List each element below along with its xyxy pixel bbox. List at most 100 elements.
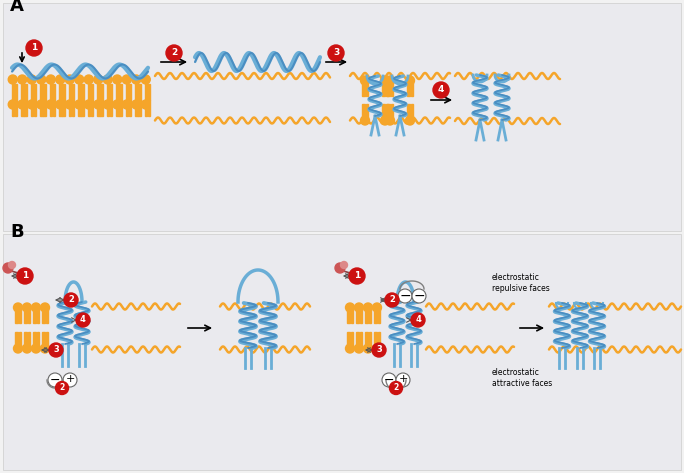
Circle shape <box>373 344 382 353</box>
Circle shape <box>341 262 347 269</box>
Circle shape <box>363 303 373 312</box>
Bar <box>116 84 118 100</box>
FancyBboxPatch shape <box>3 3 681 231</box>
Bar <box>144 84 147 100</box>
Bar <box>21 84 23 100</box>
Bar <box>109 100 112 116</box>
Bar <box>387 105 389 121</box>
Circle shape <box>75 75 83 84</box>
Bar <box>360 307 362 324</box>
Bar <box>360 333 362 349</box>
Bar <box>46 307 48 324</box>
Circle shape <box>142 75 150 84</box>
Circle shape <box>76 313 90 327</box>
Circle shape <box>48 373 62 387</box>
Circle shape <box>372 343 386 357</box>
Bar <box>42 307 44 324</box>
Text: 2: 2 <box>389 296 395 305</box>
Bar <box>43 100 46 116</box>
Bar <box>369 333 371 349</box>
Circle shape <box>113 100 122 109</box>
Bar <box>365 105 368 121</box>
Bar <box>350 333 353 349</box>
Circle shape <box>411 313 425 327</box>
Bar <box>144 100 147 116</box>
Text: −: − <box>384 374 394 386</box>
Text: 4: 4 <box>415 315 421 324</box>
Bar <box>34 100 36 116</box>
Circle shape <box>55 382 68 394</box>
Circle shape <box>132 75 141 84</box>
Circle shape <box>8 75 17 84</box>
Bar <box>125 100 128 116</box>
Circle shape <box>122 100 131 109</box>
Circle shape <box>84 75 93 84</box>
Bar <box>378 307 380 324</box>
Bar <box>362 80 365 96</box>
Circle shape <box>3 263 13 273</box>
Bar <box>43 84 46 100</box>
Bar <box>12 100 14 116</box>
Circle shape <box>31 303 40 312</box>
Bar <box>24 307 27 324</box>
Circle shape <box>31 344 40 353</box>
Circle shape <box>396 373 410 387</box>
Circle shape <box>26 40 42 56</box>
Bar <box>33 333 36 349</box>
Text: 3: 3 <box>376 345 382 354</box>
Circle shape <box>354 344 363 353</box>
Bar <box>365 307 367 324</box>
Circle shape <box>63 373 77 387</box>
Bar <box>31 100 33 116</box>
Bar <box>72 100 74 116</box>
Circle shape <box>37 100 46 109</box>
Circle shape <box>412 289 426 303</box>
Circle shape <box>18 75 27 84</box>
Bar <box>391 80 393 96</box>
Bar <box>129 100 131 116</box>
Bar <box>53 84 55 100</box>
Bar <box>68 100 71 116</box>
Circle shape <box>363 344 373 353</box>
Circle shape <box>385 293 399 307</box>
Bar <box>107 84 109 100</box>
Bar <box>21 100 23 116</box>
Circle shape <box>406 116 415 125</box>
Bar <box>356 333 358 349</box>
Text: 2: 2 <box>171 49 177 58</box>
Circle shape <box>8 262 16 269</box>
Text: 1: 1 <box>22 272 28 280</box>
Text: 2: 2 <box>68 296 74 305</box>
Bar <box>40 84 42 100</box>
Circle shape <box>433 82 449 98</box>
Bar <box>72 84 74 100</box>
Bar <box>27 307 30 324</box>
Text: 3: 3 <box>333 49 339 58</box>
Text: 1: 1 <box>354 272 360 280</box>
Circle shape <box>335 263 345 273</box>
Bar <box>362 105 365 121</box>
Bar <box>27 333 30 349</box>
Circle shape <box>113 75 122 84</box>
Text: 4: 4 <box>80 315 86 324</box>
Text: A: A <box>10 0 24 15</box>
Text: +: + <box>398 375 408 385</box>
Bar <box>374 333 376 349</box>
Circle shape <box>64 293 78 307</box>
Bar <box>31 84 33 100</box>
Text: 2: 2 <box>393 384 399 393</box>
Bar <box>24 84 27 100</box>
Bar <box>24 100 27 116</box>
Circle shape <box>18 100 27 109</box>
Circle shape <box>398 289 412 303</box>
Bar <box>90 84 93 100</box>
Circle shape <box>37 75 46 84</box>
Bar <box>15 307 18 324</box>
Bar <box>109 84 112 100</box>
Circle shape <box>380 76 389 85</box>
Text: 2: 2 <box>60 384 64 393</box>
Bar <box>81 84 83 100</box>
Bar <box>24 333 27 349</box>
Bar <box>410 80 413 96</box>
Circle shape <box>354 303 363 312</box>
